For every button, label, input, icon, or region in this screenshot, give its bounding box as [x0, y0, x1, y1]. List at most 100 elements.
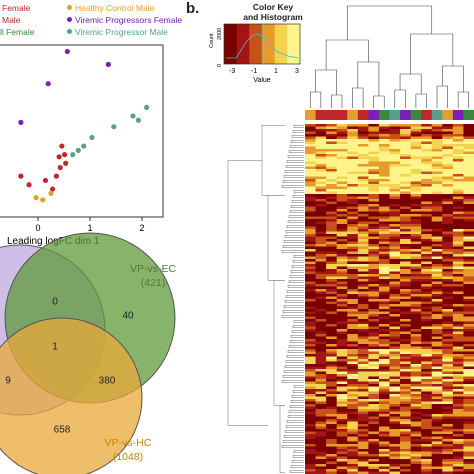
heatmap-cell [347, 174, 359, 177]
heatmap-cell [410, 284, 422, 287]
heatmap-cell [368, 436, 380, 440]
heatmap-cell [315, 136, 327, 140]
heatmap-cell [389, 384, 401, 387]
heatmap-cell [442, 409, 454, 412]
heatmap-cell [347, 379, 359, 382]
heatmap-cell [442, 386, 454, 390]
scatter-point [53, 173, 60, 179]
heatmap-cell [463, 231, 474, 235]
heatmap-cell [378, 186, 390, 190]
heatmap-cell [410, 286, 422, 290]
heatmap-cell [452, 339, 464, 342]
heatmap-cell [336, 296, 348, 300]
heatmap-cell [421, 414, 433, 417]
heatmap-cell [442, 184, 454, 187]
heatmap-cell [452, 126, 464, 130]
heatmap-cell [389, 396, 401, 400]
heatmap-cell [305, 149, 316, 152]
heatmap-cell [336, 416, 348, 420]
heatmap-cell [463, 129, 474, 132]
heatmap-cell [347, 176, 359, 180]
heatmap-cell [315, 174, 327, 177]
heatmap-cell [305, 139, 316, 142]
heatmap-cell [336, 314, 348, 317]
heatmap-cell [452, 259, 464, 262]
heatmap-cell [368, 386, 380, 390]
heatmap-cell [305, 216, 316, 220]
heatmap-cell [326, 459, 338, 462]
heatmap-cell [431, 244, 443, 247]
heatmap-cell [315, 376, 327, 380]
heatmap-cell [410, 174, 422, 177]
heatmap-cell [305, 434, 316, 437]
heatmap-cell [421, 419, 433, 422]
heatmap-cell [452, 316, 464, 320]
heatmap-cell [400, 271, 412, 275]
heatmap-cell [315, 401, 327, 405]
heatmap-cell [378, 301, 390, 305]
heatmap-cell [315, 311, 327, 315]
heatmap-cell [421, 351, 433, 355]
heatmap-cell [368, 324, 380, 327]
heatmap-cell [305, 164, 316, 167]
heatmap-cell [305, 391, 316, 395]
heatmap-cell [463, 464, 474, 467]
heatmap-cell [442, 194, 454, 197]
heatmap-cell [315, 234, 327, 237]
heatmap-cell [368, 259, 380, 262]
heatmap-cell [389, 211, 401, 215]
heatmap-cell [378, 271, 390, 275]
heatmap-cell [347, 444, 359, 447]
heatmap-cell [305, 324, 316, 327]
heatmap-cell [410, 471, 422, 474]
heatmap-cell [305, 286, 316, 290]
heatmap-cell [463, 234, 474, 237]
heatmap-cell [442, 336, 454, 340]
heatmap-cell [326, 134, 338, 137]
heatmap-cell [431, 464, 443, 467]
heatmap-cell [389, 181, 401, 185]
heatmap-cell [357, 296, 369, 300]
heatmap-cell [326, 456, 338, 460]
heatmap-cell [452, 204, 464, 207]
heatmap-cell [315, 126, 327, 130]
heatmap-cell [315, 454, 327, 457]
heatmap-cell [315, 214, 327, 217]
heatmap-cell [378, 461, 390, 465]
heatmap-cell [347, 344, 359, 347]
heatmap-cell [378, 254, 390, 257]
heatmap-cell [452, 434, 464, 437]
heatmap-cell [389, 444, 401, 447]
heatmap-cell [463, 204, 474, 207]
legend-label: ll Female [0, 27, 35, 37]
heatmap-cell [389, 161, 401, 165]
heatmap-cell [421, 314, 433, 317]
heatmap-cell [421, 214, 433, 217]
heatmap-cell [421, 194, 433, 197]
heatmap-cell [452, 286, 464, 290]
heatmap-cell [463, 271, 474, 275]
heatmap-cell [357, 246, 369, 250]
heatmap-cell [431, 461, 443, 465]
heatmap-cell [442, 231, 454, 235]
heatmap-cell [452, 181, 464, 185]
heatmap-cell [463, 274, 474, 277]
heatmap-cell [378, 224, 390, 227]
heatmap-cell [378, 416, 390, 420]
heatmap-cell [421, 276, 433, 280]
dendrogram-branch [290, 465, 304, 468]
heatmap-cell [378, 306, 390, 310]
dendrogram-branch [290, 400, 304, 403]
heatmap-cell [315, 264, 327, 267]
heatmap-cell [347, 124, 359, 127]
heatmap-cell [431, 234, 443, 237]
heatmap-cell [326, 234, 338, 237]
heatmap-cell [357, 204, 369, 207]
heatmap-cell [315, 304, 327, 307]
heatmap-cell [400, 259, 412, 262]
heatmap-cell [463, 294, 474, 297]
venn-set-label: VP-vs-HC (1048) [88, 436, 168, 464]
heatmap-cell [442, 216, 454, 220]
heatmap-cell [452, 451, 464, 455]
heatmap-cell [431, 174, 443, 177]
